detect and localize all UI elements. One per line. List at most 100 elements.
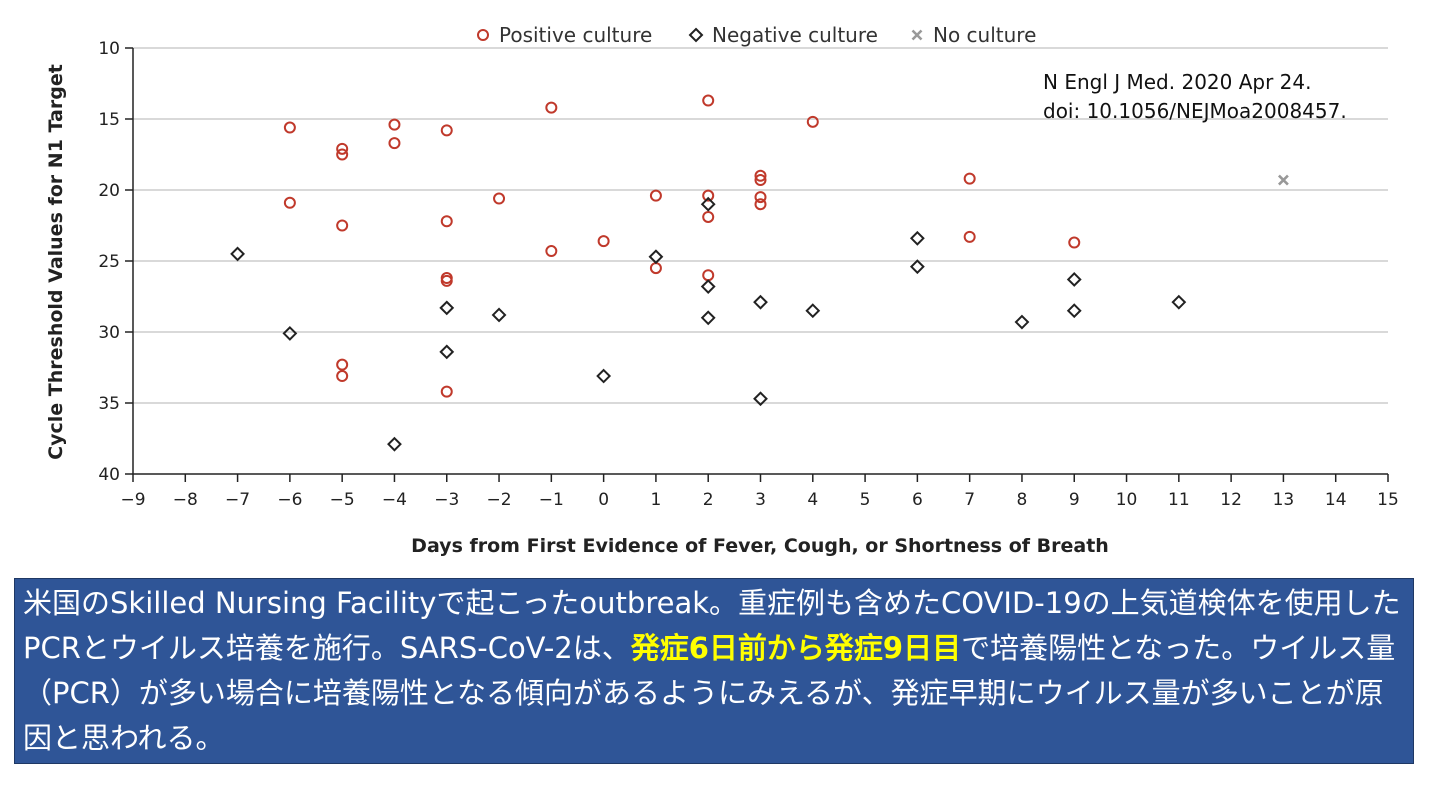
x-tick-label: −9	[120, 490, 145, 510]
positive-culture-point	[336, 219, 349, 232]
x-tick-label: 7	[964, 490, 975, 510]
y-axis-label: Cycle Threshold Values for N1 Target	[45, 64, 67, 460]
positive-culture-point	[336, 370, 349, 383]
positive-culture-point	[597, 235, 610, 248]
negative-culture-point	[596, 368, 612, 384]
positive-culture-point	[702, 269, 715, 282]
y-tick-label: 25	[98, 252, 120, 272]
positive-culture-point	[754, 191, 767, 204]
negative-culture-point	[700, 310, 716, 326]
negative-culture-point	[230, 246, 245, 262]
negative-culture-point	[753, 294, 768, 310]
legend-label-no-culture: No culture	[933, 23, 1036, 47]
positive-culture-point	[283, 196, 296, 209]
positive-culture-point	[754, 198, 767, 211]
y-tick-labels: 10 15 20 25 30 35 40	[98, 39, 120, 485]
legend: Positive culture Negative culture No cultu…	[477, 23, 1036, 47]
summary-highlight: 発症6日前から発症9日目	[630, 631, 962, 665]
negative-culture-point	[753, 391, 768, 407]
legend-marker-positive-culture	[477, 29, 489, 41]
positive-culture-point	[702, 189, 715, 202]
positive-culture-point	[493, 192, 506, 205]
y-tick-label: 30	[98, 323, 120, 343]
y-tick-label: 35	[98, 394, 120, 414]
citation: N Engl J Med. 2020 Apr 24. doi: 10.1056/…	[1043, 68, 1347, 126]
negative-culture-point	[439, 300, 455, 316]
negative-culture-point	[700, 196, 716, 212]
negative-culture-point	[648, 249, 664, 265]
positive-culture-point	[702, 210, 715, 223]
x-tick-label: 12	[1220, 490, 1242, 510]
positive-culture-point	[649, 262, 662, 275]
positive-culture-point	[649, 189, 662, 202]
grid-lines	[133, 47, 1388, 404]
positive-culture-point	[440, 274, 453, 287]
positive-culture-point	[545, 245, 558, 258]
negative-culture-point	[491, 307, 507, 323]
negative-culture-point	[1066, 272, 1082, 287]
positive-culture-point	[336, 142, 349, 155]
negative-culture-point	[805, 303, 821, 319]
positive-culture-point	[440, 215, 453, 228]
negative-culture-point	[1014, 314, 1030, 330]
x-tick-label: −1	[539, 490, 564, 510]
x-tick-label: 4	[807, 490, 818, 510]
positive-culture-point	[440, 124, 453, 137]
x-tick-labels: −9 −8 −7 −6 −5 −4 −3 −2 −1 0 1 2 3 4 5 6 7 8 9 10 11 12 13 14 15	[120, 490, 1398, 510]
legend-marker-no-culture	[911, 29, 923, 41]
data-points	[230, 94, 1289, 452]
citation-doi: doi: 10.1056/NEJMoa2008457.	[1043, 99, 1347, 123]
x-tick-label: 2	[703, 490, 714, 510]
positive-culture-point	[963, 172, 976, 185]
negative-culture-point	[1171, 294, 1187, 310]
negative-culture-point	[439, 344, 455, 360]
positive-culture-point	[545, 101, 558, 114]
negative-culture-point	[909, 230, 925, 246]
negative-culture-point	[1066, 303, 1082, 319]
x-tick-label: 1	[651, 490, 662, 510]
x-tick-label: 8	[1017, 490, 1028, 510]
positive-culture-point	[283, 121, 296, 134]
citation-journal: N Engl J Med. 2020 Apr 24.	[1043, 70, 1312, 94]
negative-culture-point	[387, 436, 402, 452]
positive-culture-point	[1068, 236, 1081, 249]
x-tick-label: 15	[1377, 490, 1399, 510]
x-tick-label: 13	[1273, 490, 1295, 510]
positive-culture-point	[388, 118, 401, 131]
summary-text-2: で培養陽性となった。ウイルス量（PCR）が多い場合に培養陽性となる傾向があるよう…	[23, 631, 1396, 755]
negative-culture-point	[700, 279, 716, 294]
y-tick-label: 20	[98, 181, 120, 201]
legend-marker-negative-culture	[688, 27, 704, 43]
x-tick-label: −7	[225, 490, 250, 510]
x-tick-label: 14	[1325, 490, 1347, 510]
positive-culture-point	[388, 137, 401, 150]
positive-culture-point	[702, 94, 715, 107]
x-tick-label: 9	[1069, 490, 1080, 510]
summary-box: 米国のSkilled Nursing Facilityで起こったoutbreak…	[14, 578, 1414, 764]
positive-culture-point	[806, 115, 819, 128]
x-axis-label: Days from First Evidence of Fever, Cough…	[411, 535, 1109, 557]
no-culture-point	[1278, 174, 1289, 186]
x-tick-label: −5	[330, 490, 355, 510]
y-tick-label: 40	[98, 465, 120, 485]
x-tick-label: 0	[598, 490, 609, 510]
x-tick-label: 11	[1168, 490, 1190, 510]
x-tick-label: −4	[382, 490, 407, 510]
x-tick-label: −3	[434, 490, 459, 510]
negative-culture-point	[282, 326, 298, 341]
legend-label-positive-culture: Positive culture	[499, 23, 652, 47]
negative-culture-point	[909, 259, 925, 275]
x-tick-label: 10	[1116, 490, 1138, 510]
x-tick-label: −8	[173, 490, 198, 510]
summary-text-1: 米国のSkilled Nursing Facilityで起こったoutbreak…	[23, 586, 1401, 665]
x-tick-label: 5	[860, 490, 871, 510]
axes	[125, 47, 1389, 482]
x-tick-label: −2	[487, 490, 512, 510]
x-tick-label: −6	[277, 490, 302, 510]
x-tick-label: 6	[912, 490, 923, 510]
y-tick-label: 15	[98, 110, 120, 130]
positive-culture-point	[963, 230, 976, 243]
x-tick-label: 3	[755, 490, 766, 510]
positive-culture-point	[440, 385, 453, 398]
